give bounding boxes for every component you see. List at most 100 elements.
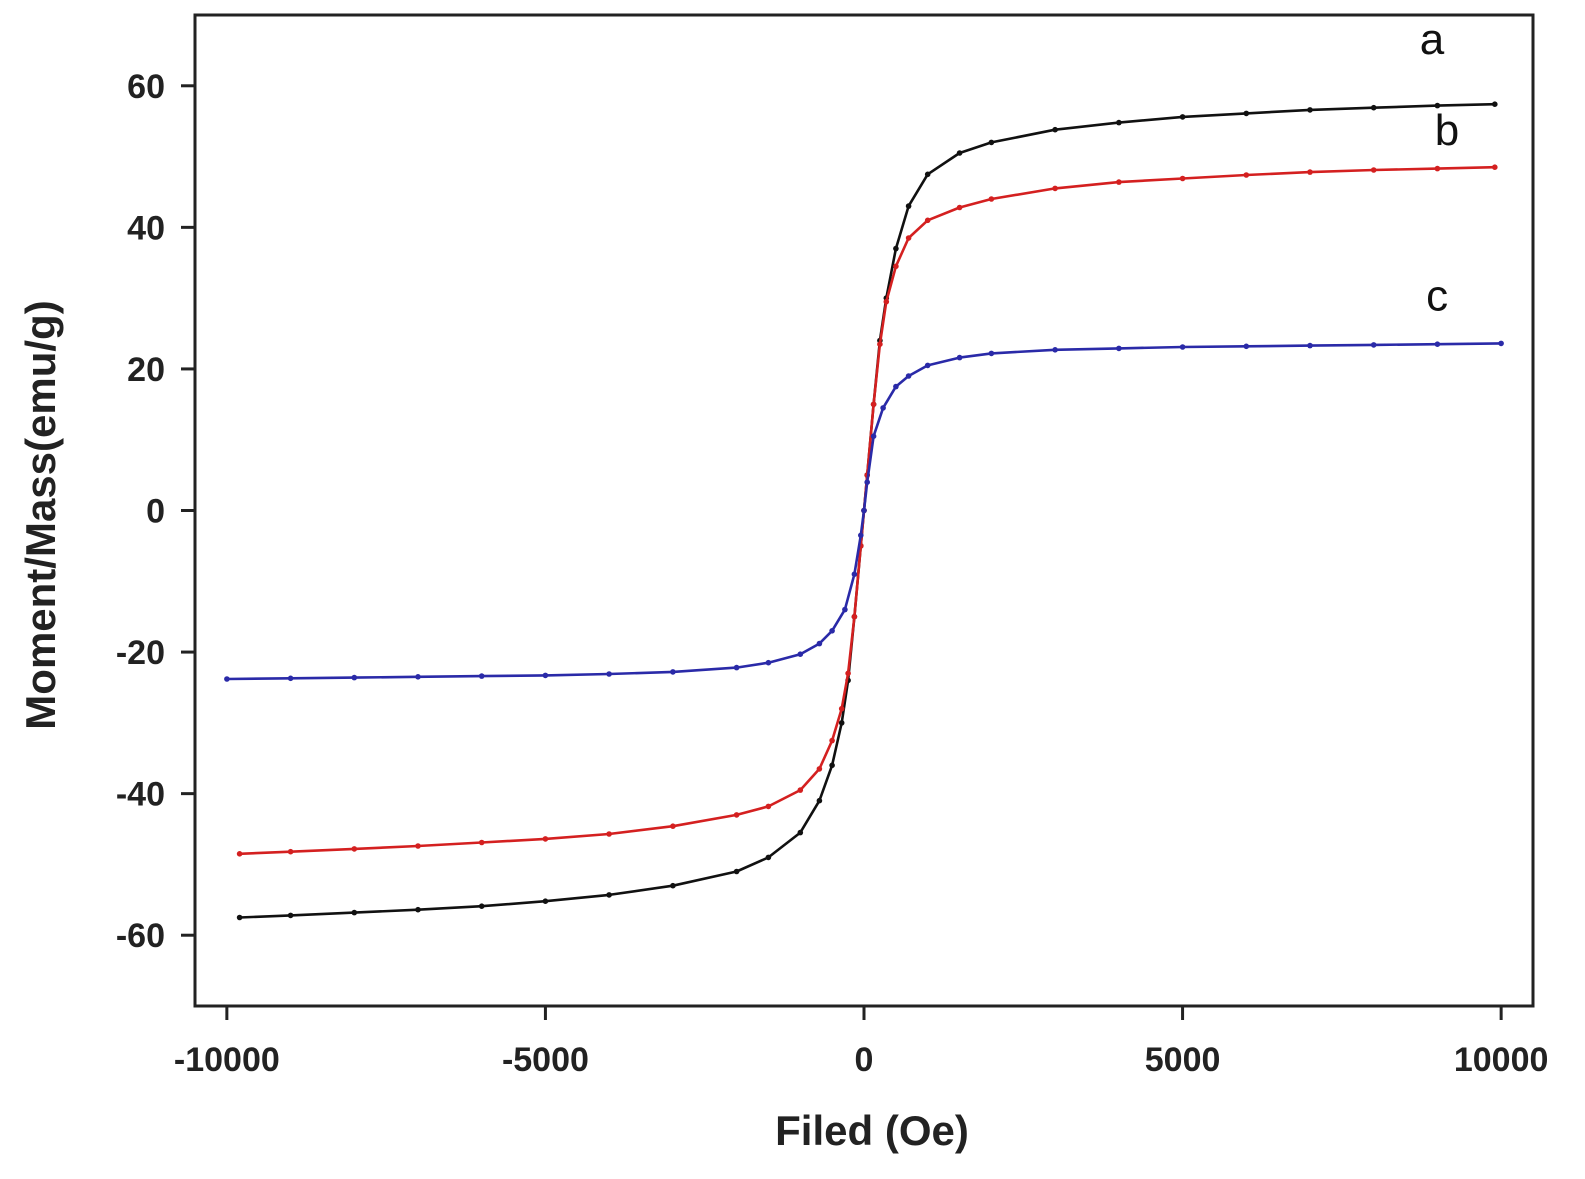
data-point-a [893,245,899,252]
series-label-c: c [1426,271,1448,320]
y-tick-label: 0 [146,493,165,531]
data-point-c [670,669,676,675]
data-point-b [542,836,549,842]
y-tick-label: 60 [127,68,165,106]
series-layer [224,101,1504,921]
y-tick-label: -60 [116,917,165,955]
data-point-a [1052,126,1058,133]
data-point-a [415,906,421,913]
data-point-c [1498,340,1504,347]
data-point-c [1243,343,1250,350]
data-point-c [858,532,864,539]
data-point-c [478,673,485,679]
data-point-c [861,507,867,514]
data-point-c [1434,341,1441,348]
data-point-c [542,672,549,679]
data-point-b [851,613,858,620]
data-point-c [924,362,931,369]
y-axis-ticks: -60 -40 -20 0 20 40 60 [116,68,195,955]
data-point-c [905,373,912,379]
data-point-a [478,903,485,909]
data-point-a [1307,107,1313,113]
data-point-a [988,139,995,146]
data-point-a [542,898,549,904]
data-point-c [1307,342,1313,349]
data-point-a [816,797,823,804]
data-point-b [845,670,851,677]
data-point-b [1434,165,1441,172]
data-point-a [765,854,772,861]
data-point-a [1492,101,1498,107]
data-point-b [351,846,358,852]
data-point-b [838,705,845,712]
data-point-a [287,912,294,919]
data-point-b [287,848,294,855]
data-point-b [797,787,804,793]
data-point-c [1052,347,1058,353]
data-point-c [893,383,899,390]
data-point-b [1492,164,1498,170]
data-point-c [880,405,886,411]
data-point-c [842,606,848,613]
data-point-c [816,640,823,647]
series-line-a [239,102,1495,919]
data-point-b [478,839,485,846]
data-point-b [1052,185,1058,192]
y-tick-label: 40 [127,209,165,247]
data-point-a [351,909,358,916]
data-point-b [956,204,963,211]
x-axis-title: Filed (Oe) [775,1107,969,1154]
data-point-a [1243,110,1250,117]
series-line-b [239,165,1495,856]
x-tick-label: -10000 [174,1041,280,1079]
data-point-c [287,675,294,682]
data-point-b [829,737,835,744]
series-label-layer: ab c [1420,15,1459,320]
data-point-c [351,674,358,681]
data-point-c [1179,344,1186,350]
data-point-a [956,150,963,156]
data-point-c [1370,342,1377,348]
data-point-a [670,882,676,889]
data-point-a [1179,114,1186,120]
data-point-c [415,674,421,680]
x-tick-label: 5000 [1145,1041,1221,1079]
data-point-b [670,823,676,829]
y-axis-title: Moment/Mass(emu/g) [17,300,64,729]
data-point-c [956,354,963,361]
y-tick-label: 20 [127,351,165,389]
data-point-b [893,263,899,270]
data-point-a [1370,104,1377,111]
data-point-c [1116,345,1122,352]
data-point-b [988,196,995,202]
data-point-c [733,664,740,671]
data-point-b [883,298,890,305]
series-label-a: a [1420,15,1445,64]
data-point-a [1434,102,1441,109]
data-point-b [877,341,883,348]
data-point-b [1116,179,1122,185]
y-tick-label: -20 [116,634,165,672]
data-point-a [829,762,835,769]
data-point-b [1243,172,1250,178]
data-point-c [870,433,877,440]
data-point-b [733,812,740,818]
data-point-a [924,171,931,178]
data-point-b [924,217,931,224]
x-tick-label: -5000 [502,1041,589,1079]
data-point-b [415,843,421,849]
data-point-c [797,651,804,657]
y-tick-label: -40 [116,776,165,814]
data-point-c [988,350,995,357]
data-point-b [765,803,772,810]
data-point-a [606,892,612,898]
data-point-c [606,671,612,677]
x-tick-label: 0 [855,1041,874,1079]
data-point-a [733,868,740,875]
data-point-b [1307,169,1313,175]
data-point-a [905,203,912,209]
data-point-c [765,659,772,666]
data-point-b [1179,175,1186,182]
data-point-a [1116,119,1122,126]
